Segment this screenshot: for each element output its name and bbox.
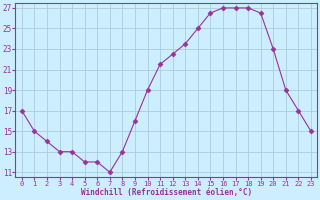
X-axis label: Windchill (Refroidissement éolien,°C): Windchill (Refroidissement éolien,°C) — [81, 188, 252, 197]
